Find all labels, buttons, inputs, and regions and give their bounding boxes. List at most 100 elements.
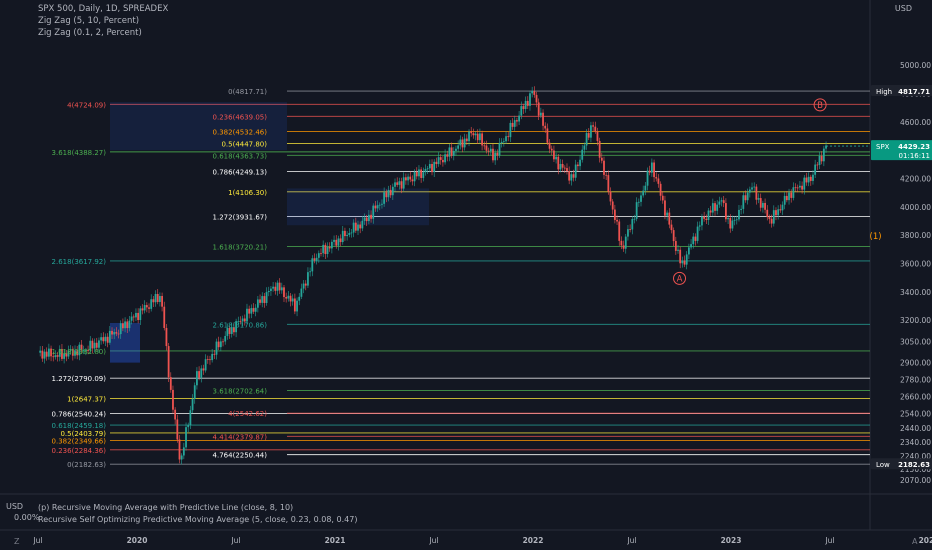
candle-body	[650, 162, 653, 173]
x-tick-label: 2020	[127, 536, 148, 545]
candle-body	[389, 189, 392, 196]
candle-body	[757, 198, 760, 200]
candle-body	[328, 246, 331, 249]
candle-body	[100, 337, 103, 341]
candle-body	[63, 353, 66, 359]
time-axis[interactable]: Jul2020Jul2021Jul2022Jul2023Jul2024Jul20…	[32, 536, 932, 545]
candle-body	[670, 224, 673, 231]
candle-body	[820, 155, 823, 162]
candle-body	[106, 336, 109, 343]
wave-labels: BAC(2)(1)(4)(3)(5)	[673, 98, 882, 285]
candle-body	[346, 234, 349, 237]
y-tick-label: 2660.00	[900, 393, 931, 402]
candle-body	[67, 350, 70, 357]
wave-label: (1)	[870, 232, 882, 242]
candle-body	[141, 308, 144, 311]
candle-body	[139, 308, 142, 321]
candle-body	[474, 133, 477, 136]
candle-body	[537, 102, 540, 116]
candle-body	[740, 208, 743, 210]
candle-body	[585, 133, 588, 146]
candle-body	[187, 425, 190, 428]
candle-body	[274, 286, 277, 291]
candle-body	[775, 210, 777, 216]
candle-body	[241, 318, 244, 322]
candle-body	[309, 271, 312, 273]
candle-body	[487, 150, 490, 152]
candle-body	[169, 377, 172, 390]
candle-body	[413, 171, 416, 182]
candle-body	[666, 212, 669, 216]
fib-label-right: 0(4817.71)	[228, 88, 267, 96]
candle-body	[213, 353, 216, 355]
candle-body	[246, 308, 248, 322]
wave-circle	[673, 271, 687, 285]
candle-body	[383, 192, 386, 204]
candle-body	[489, 148, 492, 152]
y-tick-label: 4000.00	[900, 203, 931, 212]
candle-body	[465, 138, 468, 142]
auto-scale-button[interactable]: A	[912, 537, 918, 546]
candle-body	[152, 299, 155, 303]
x-tick-label: Jul	[32, 536, 42, 545]
candle-body	[65, 353, 68, 357]
candle-body	[289, 295, 292, 302]
price-axis[interactable]: 5000.004800.004600.004400.004200.004000.…	[871, 61, 932, 485]
candle-body	[296, 300, 298, 312]
fib-label-right: 0.618(4363.73)	[213, 152, 268, 160]
low-tag-value: 2182.63	[898, 461, 930, 469]
candle-body	[230, 327, 233, 334]
candle-body	[744, 195, 747, 201]
candle-body	[725, 203, 727, 220]
symbol-title[interactable]: SPX 500, Daily, 1D, SPREADEX	[38, 4, 169, 14]
candle-body	[154, 294, 157, 303]
candle-body	[172, 389, 174, 410]
candle-body	[304, 283, 307, 286]
volume-profile	[110, 102, 429, 363]
candle-body	[542, 112, 544, 126]
candle-body	[415, 171, 418, 177]
volume-zone-top	[110, 102, 287, 151]
candle-body	[522, 106, 525, 110]
candle-body	[816, 164, 819, 166]
candle-body	[766, 209, 769, 218]
y-tick-label: 2070.00	[900, 476, 931, 485]
indicator-zigzag-2[interactable]: Zig Zag (0.1, 2, Percent)	[38, 28, 142, 38]
candle-body	[409, 176, 412, 180]
current-price-tag-value: 4429.23	[898, 143, 930, 151]
candle-body	[156, 294, 159, 303]
candle-body	[315, 257, 318, 261]
indicator-rma[interactable]: (p) Recursive Moving Average with Predic…	[38, 503, 294, 512]
candle-body	[555, 156, 558, 160]
candle-body	[579, 159, 581, 167]
candle-body	[668, 212, 671, 225]
high-tag-label: High	[876, 88, 892, 96]
candle-body	[189, 410, 192, 426]
indicator-rsopma[interactable]: Recursive Self Optimizing Predictive Mov…	[38, 515, 358, 524]
candle-body	[481, 133, 483, 146]
current-price-tag-countdown: 01:16:11	[899, 152, 930, 160]
zoom-button[interactable]: Z	[14, 537, 20, 546]
fib-label-right: 4.414(2379.87)	[213, 433, 268, 441]
candle-body	[596, 131, 599, 141]
candle-body	[93, 342, 96, 349]
candle-body	[267, 291, 270, 293]
candle-body	[627, 229, 629, 237]
candle-body	[779, 209, 782, 211]
candle-body	[372, 205, 375, 219]
candle-body	[363, 217, 366, 221]
candle-body	[574, 164, 577, 178]
candle-body	[696, 226, 699, 241]
candle-body	[590, 125, 592, 138]
pane-value: 0.00%	[14, 513, 40, 522]
candle-body	[777, 209, 780, 216]
fib-label-right: 1.618(3720.21)	[213, 243, 268, 251]
fib-label-right: 4.764(2250.44)	[213, 452, 268, 460]
candle-body	[265, 292, 268, 303]
candle-body	[548, 142, 551, 149]
y-tick-label: 2900.00	[900, 359, 931, 368]
y-tick-label: 2150.00	[900, 465, 931, 474]
candle-body	[785, 195, 788, 201]
indicator-zigzag-1[interactable]: Zig Zag (5, 10, Percent)	[38, 16, 140, 26]
